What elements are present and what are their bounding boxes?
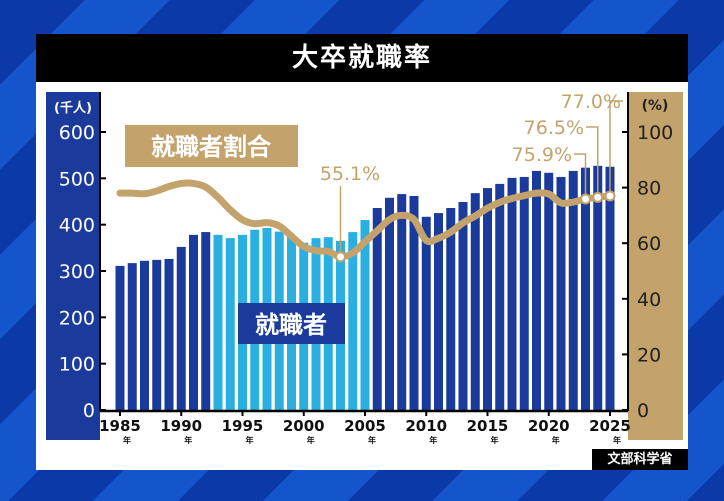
bar-2020	[544, 172, 554, 410]
bar-2013	[458, 201, 468, 410]
bar-1985	[115, 265, 125, 410]
rate-line	[116, 179, 614, 261]
right-tick-label: 100	[637, 122, 673, 144]
x-tick-label: 2000	[283, 417, 325, 435]
right-tick-label: 20	[637, 344, 661, 366]
annotation-point-2003	[335, 251, 346, 263]
bar-1993	[213, 234, 223, 410]
chart-title: 大卒就職率	[36, 34, 688, 82]
left-tick-label: 400	[59, 215, 95, 237]
bar-2007	[385, 197, 394, 410]
bar-1991	[189, 234, 198, 410]
x-tick-suffix: 年	[246, 435, 254, 445]
right-axis-unit: (%)	[642, 98, 669, 114]
bar-2008	[397, 194, 407, 410]
x-tick-label: 2010	[405, 417, 447, 435]
x-tick-suffix: 年	[429, 435, 437, 445]
left-tick-label: 100	[59, 354, 95, 376]
x-tick-suffix: 年	[184, 435, 192, 445]
bar-2019	[532, 170, 541, 410]
bar-1990	[176, 246, 186, 410]
right-axis-strip	[628, 92, 683, 440]
x-tick-label: 1985	[99, 417, 141, 435]
bar-1986	[127, 263, 137, 410]
x-tick-label: 2015	[467, 417, 509, 435]
bar-2021	[556, 176, 566, 410]
bar-2022	[568, 170, 578, 410]
bar-2006	[372, 207, 382, 410]
x-tick-suffix: 年	[552, 435, 560, 445]
x-tick-suffix: 年	[368, 435, 376, 445]
bar-2010	[421, 216, 431, 410]
left-tick-label: 300	[59, 261, 95, 283]
left-tick-label: 200	[59, 307, 95, 329]
annotation-leader	[574, 153, 587, 199]
left-tick-label: 0	[83, 400, 95, 422]
bar-1987	[140, 260, 149, 410]
x-tick-suffix: 年	[613, 435, 621, 445]
bar-2025	[605, 166, 615, 410]
x-tick-label: 2005	[344, 417, 386, 435]
bar-2014	[470, 193, 480, 410]
left-tick-label: 600	[59, 122, 95, 144]
legend-bar-box	[238, 303, 345, 344]
annotation-leader	[586, 126, 599, 198]
legend-bar-label: 就職者	[255, 311, 327, 339]
annotation-label-2023: 75.9%	[512, 144, 572, 166]
x-tick-label: 2025	[589, 417, 631, 435]
bar-1989	[164, 258, 174, 410]
annotation-point-2023	[580, 193, 591, 205]
x-tick-label: 1995	[222, 417, 264, 435]
bar-1994	[225, 238, 235, 410]
x-tick-label: 1990	[160, 417, 202, 435]
right-tick-label: 60	[637, 233, 661, 255]
bar-2016	[495, 183, 505, 410]
annotation-label-2025: 77.0%	[561, 91, 621, 113]
legend-rate-box	[125, 125, 298, 167]
bar-2017	[507, 177, 517, 410]
x-tick-suffix: 年	[123, 435, 131, 445]
x-tick-suffix: 年	[307, 435, 315, 445]
right-tick-label: 80	[637, 178, 661, 200]
left-axis-strip	[46, 92, 100, 440]
x-tick-suffix: 年	[491, 435, 499, 445]
bar-2024	[593, 165, 603, 410]
annotation-label-2024: 76.5%	[524, 117, 584, 139]
left-tick-label: 500	[59, 168, 95, 190]
annotation-point-2024	[592, 191, 604, 203]
left-axis-unit: (千人)	[54, 100, 92, 116]
legend-rate-label: 就職者割合	[151, 133, 272, 161]
bar-1988	[152, 259, 162, 410]
bar-2018	[519, 176, 529, 410]
x-tick-label: 2020	[528, 417, 570, 435]
annotation-point-2025	[604, 190, 616, 202]
bar-2015	[483, 188, 492, 410]
annotation-leader	[609, 100, 623, 196]
annotation-label-2003: 55.1%	[320, 163, 380, 185]
bar-2023	[581, 167, 590, 410]
right-tick-label: 40	[637, 289, 661, 311]
source-label: 文部科学省	[592, 449, 688, 470]
bar-2011	[434, 213, 443, 410]
bar-1992	[201, 232, 211, 410]
bar-2012	[446, 207, 456, 410]
bar-2009	[409, 195, 419, 410]
right-tick-label: 0	[637, 400, 649, 422]
bar-2004	[348, 232, 358, 410]
bar-2005	[360, 220, 370, 410]
